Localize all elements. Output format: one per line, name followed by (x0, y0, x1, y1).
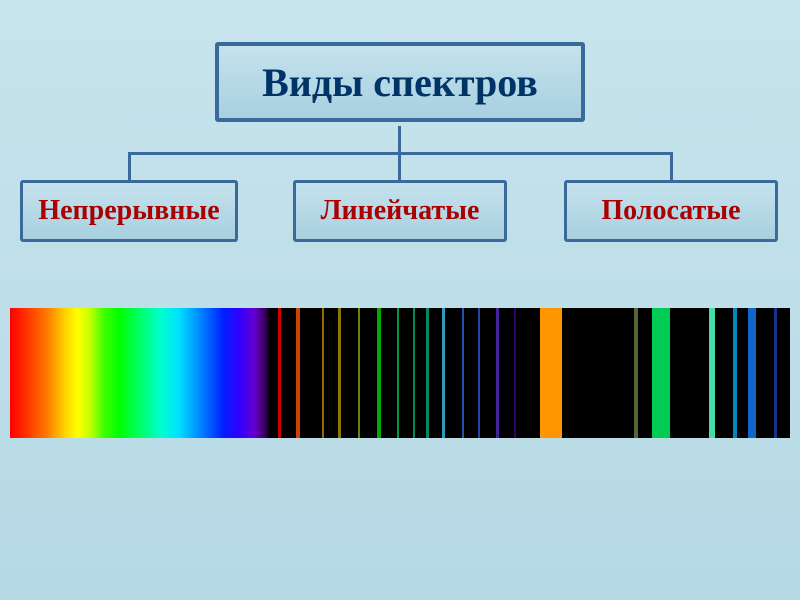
spectral-line (514, 308, 516, 438)
category-box-band: Полосатые (564, 180, 778, 242)
spectral-line (462, 308, 464, 438)
spectral-line (377, 308, 381, 438)
spectral-band (774, 308, 777, 438)
connector-line (128, 152, 131, 180)
spectrum-line (270, 308, 530, 438)
title-box: Виды спектров (215, 42, 585, 122)
spectral-line (278, 308, 281, 438)
spectral-band (748, 308, 756, 438)
spectral-band (652, 308, 670, 438)
spectral-line (397, 308, 399, 438)
category-box-line: Линейчатые (293, 180, 507, 242)
spectrum-row (10, 308, 790, 438)
connector-line (398, 152, 401, 180)
spectral-line (426, 308, 429, 438)
spectral-band (709, 308, 715, 438)
category-label: Непрерывные (38, 195, 219, 227)
spectral-band (733, 308, 737, 438)
spectral-line (358, 308, 360, 438)
spectrum-continuous (10, 308, 270, 438)
spectral-line (413, 308, 415, 438)
connector-line (670, 152, 673, 180)
spectral-line (478, 308, 480, 438)
connector-line (398, 126, 401, 152)
spectral-line (496, 308, 499, 438)
spectral-band (540, 308, 562, 438)
category-box-continuous: Непрерывные (20, 180, 238, 242)
title-text: Виды спектров (262, 59, 538, 106)
category-label: Линейчатые (321, 195, 480, 227)
category-label: Полосатые (601, 195, 740, 227)
spectral-line (322, 308, 324, 438)
spectrum-band (530, 308, 790, 438)
spectral-line (442, 308, 445, 438)
spectral-line (296, 308, 300, 438)
spectral-band (634, 308, 638, 438)
spectral-line (338, 308, 341, 438)
